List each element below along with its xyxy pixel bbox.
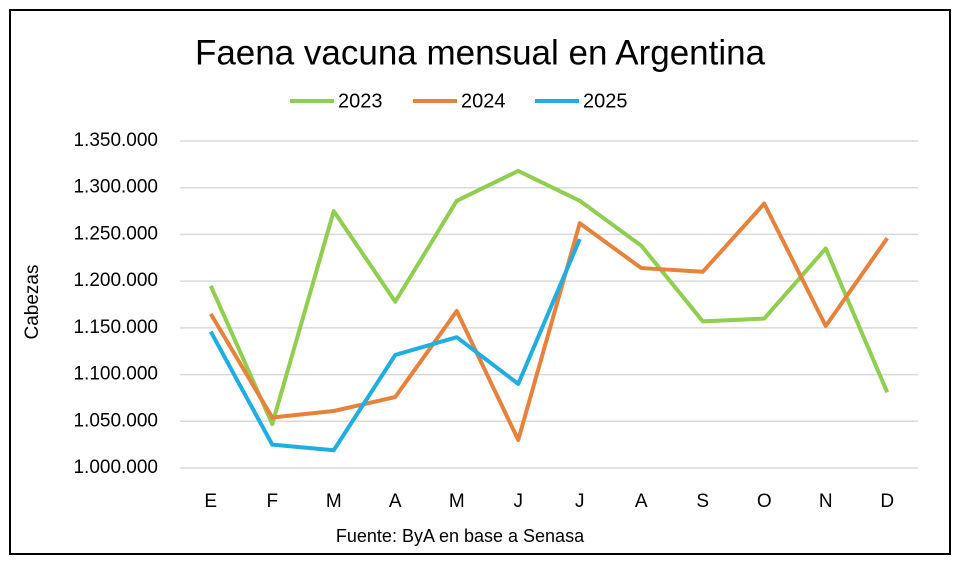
y-tick-label: 1.300.000: [73, 177, 158, 198]
y-tick-label: 1.150.000: [73, 317, 158, 338]
chart-border: [9, 9, 951, 555]
x-tick-label: M: [326, 491, 342, 512]
chart-title: Faena vacuna mensual en Argentina: [195, 33, 766, 72]
y-tick-label: 1.000.000: [73, 457, 158, 478]
x-tick-label: A: [389, 491, 402, 512]
x-tick-label: M: [449, 491, 465, 512]
series-line: [209, 201, 889, 442]
legend-label: 2023: [338, 90, 383, 112]
y-tick-label: 1.350.000: [73, 130, 158, 151]
y-tick-label: 1.200.000: [73, 270, 158, 291]
x-tick-label: O: [757, 491, 772, 512]
source-note: Fuente: ByA en base a Senasa: [336, 526, 585, 546]
y-axis-label: Cabezas: [22, 265, 43, 340]
x-tick-label: D: [880, 491, 894, 512]
x-tick-label: N: [819, 491, 833, 512]
series-line: [208, 238, 582, 453]
x-tick-label: E: [204, 491, 217, 512]
x-tick-label: J: [575, 491, 585, 512]
legend-label: 2024: [461, 90, 506, 112]
x-tick-label: J: [514, 491, 524, 512]
x-tick-label: A: [635, 491, 648, 512]
x-tick-label: F: [266, 491, 278, 512]
x-tick-label: S: [696, 491, 709, 512]
y-tick-label: 1.250.000: [73, 223, 158, 244]
legend-label: 2025: [583, 90, 628, 112]
y-tick-label: 1.050.000: [73, 410, 158, 431]
y-tick-label: 1.100.000: [73, 364, 158, 385]
series-line: [208, 168, 890, 427]
